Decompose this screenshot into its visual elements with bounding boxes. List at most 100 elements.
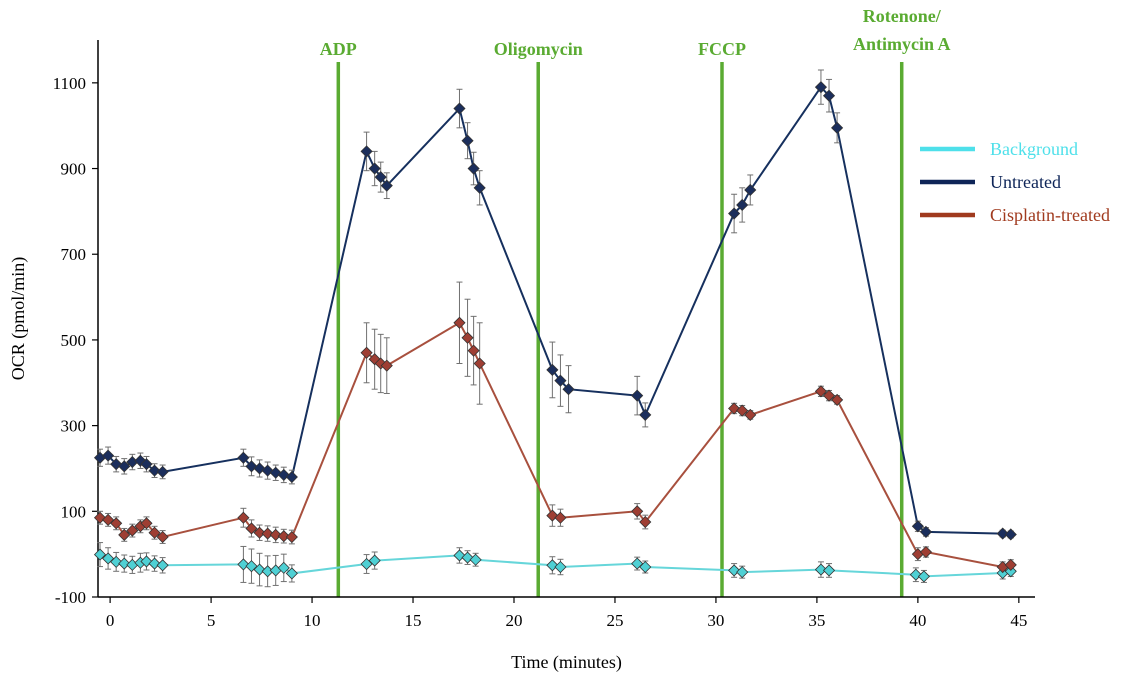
x-tick-label: 35 [808, 611, 825, 630]
y-tick-label: 300 [61, 417, 87, 436]
data-point [453, 102, 466, 115]
injection-lines [336, 62, 904, 597]
data-point [639, 408, 652, 421]
data-point [831, 121, 844, 134]
data-point [461, 331, 474, 344]
data-point [245, 460, 258, 473]
chart-axes: -100 100 300 500 700 900 1100 0 5 10 15 20 25 30 35 40 4… [53, 40, 1035, 630]
data-point [546, 363, 559, 376]
data-point [261, 527, 274, 540]
y-tick-label: 700 [61, 245, 87, 264]
data-point [467, 162, 480, 175]
x-tick-label: 20 [505, 611, 522, 630]
data-point [822, 389, 836, 402]
data-point [269, 528, 282, 541]
data-point [728, 564, 741, 577]
series-line [99, 321, 1012, 569]
data-point [237, 558, 250, 571]
data-point [156, 530, 169, 544]
data-point [744, 408, 757, 421]
legend-label: Untreated [990, 172, 1061, 192]
data-point [118, 528, 131, 541]
data-point [156, 559, 169, 572]
x-tick-label: 25 [606, 611, 623, 630]
data-point [911, 520, 924, 533]
data-point [1004, 565, 1017, 578]
data-point [253, 563, 266, 576]
x-tick-label: 0 [106, 611, 115, 630]
x-tick-label: 45 [1010, 611, 1027, 630]
data-point [93, 548, 107, 561]
data-point [467, 344, 480, 357]
data-point [374, 171, 387, 184]
data-point [118, 460, 131, 473]
data-point [473, 181, 486, 194]
injection-labels: ADP Oligomycin FCCP Rotenone/Antimycin A [320, 6, 951, 59]
data-point [631, 505, 644, 518]
x-tick-label: 5 [207, 611, 216, 630]
injection-label: Antimycin A [853, 34, 951, 54]
data-point [277, 561, 290, 574]
data-point [148, 557, 161, 570]
x-tick-label: 15 [405, 611, 422, 630]
data-point [631, 389, 644, 402]
x-axis-title: Time (minutes) [511, 652, 622, 673]
data-point [736, 404, 749, 417]
data-point [814, 563, 828, 576]
series-markers [93, 81, 1017, 583]
data-point [380, 359, 393, 372]
data-point [546, 559, 559, 572]
data-point [822, 89, 836, 102]
data-point [1004, 528, 1017, 541]
data-point [140, 517, 153, 530]
data-point [822, 564, 836, 577]
x-tick-label: 10 [304, 611, 321, 630]
data-point [919, 525, 933, 538]
data-point [639, 515, 652, 529]
data-point [996, 527, 1009, 540]
data-point [562, 383, 575, 396]
legend: Background Untreated Cisplatin-treated [920, 139, 1110, 225]
data-point [744, 183, 757, 197]
data-point [380, 179, 393, 192]
data-point [156, 465, 169, 478]
y-tick-label: 1100 [53, 74, 86, 93]
data-point [909, 568, 922, 581]
data-point [554, 374, 567, 387]
data-point [285, 530, 298, 544]
x-tick-label: 30 [707, 611, 724, 630]
data-point [110, 555, 123, 568]
data-point [473, 357, 486, 370]
data-point [126, 524, 139, 537]
x-tick-label: 40 [909, 611, 926, 630]
data-point [736, 198, 749, 212]
injection-label: ADP [320, 39, 357, 59]
data-point [728, 207, 741, 220]
legend-label: Background [990, 139, 1078, 159]
data-point [554, 511, 567, 524]
data-point [285, 567, 298, 580]
y-tick-label: -100 [55, 588, 86, 607]
data-point [814, 81, 828, 94]
data-point [1004, 558, 1017, 571]
data-point [360, 346, 373, 359]
data-point [919, 545, 933, 559]
data-point [148, 526, 161, 539]
data-point [245, 560, 258, 573]
y-tick-label: 900 [61, 160, 87, 179]
y-tick-label: 100 [61, 502, 87, 521]
data-point [461, 134, 474, 147]
data-point [554, 560, 567, 574]
data-point [110, 517, 123, 530]
data-point [245, 522, 258, 535]
injection-label: Oligomycin [494, 39, 583, 59]
data-point [453, 316, 466, 329]
data-point [148, 464, 161, 477]
data-point [277, 530, 290, 543]
series-lines [99, 85, 1012, 578]
data-point [360, 145, 373, 158]
data-point [368, 554, 381, 567]
data-point [814, 385, 828, 398]
data-point [285, 470, 298, 484]
data-point [237, 451, 250, 464]
